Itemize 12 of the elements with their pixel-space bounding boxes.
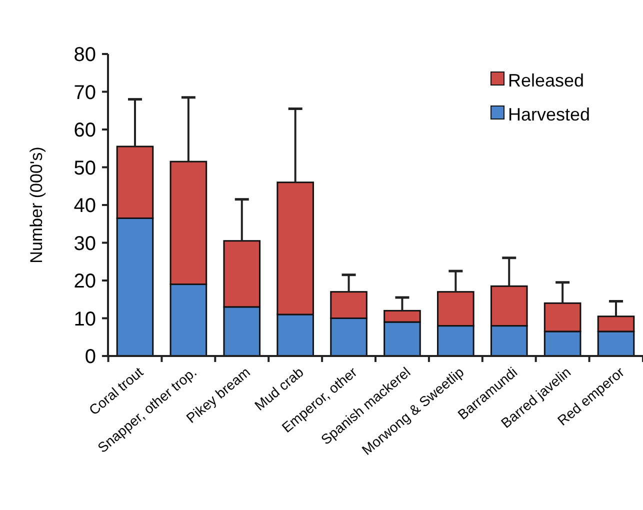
y-axis-title: Number (000's) <box>27 146 46 264</box>
y-tick-label: 70 <box>74 82 96 104</box>
y-tick-label: 10 <box>74 308 96 330</box>
y-tick-label: 60 <box>74 120 96 142</box>
y-tick-label: 30 <box>74 232 96 255</box>
y-tick-label: 0 <box>84 346 96 368</box>
legend-label: Harvested <box>508 104 590 124</box>
y-tick-label: 50 <box>74 157 96 180</box>
y-tick-label: 20 <box>74 270 96 292</box>
legend-label: Released <box>508 70 584 90</box>
y-tick-label: 40 <box>74 195 96 217</box>
y-tick-label: 80 <box>74 44 96 66</box>
